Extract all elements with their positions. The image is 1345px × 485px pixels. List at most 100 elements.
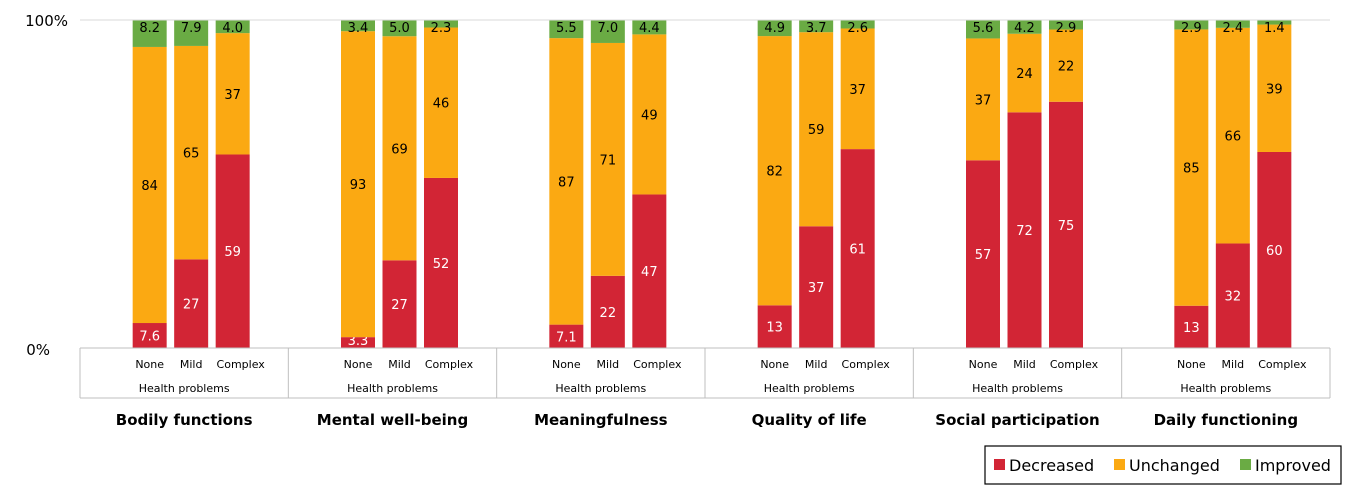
bar-meaningfulness-none-unchanged — [549, 38, 584, 325]
x-axis: None Mild Complex Health problems Bodily fun… — [79, 19, 1331, 429]
category-label-meaningfulness-mild: Mild — [597, 358, 620, 371]
bar-bodily-functions-none-decreased — [132, 323, 167, 348]
category-label-quality-of-life-none: None — [760, 358, 789, 371]
category-label-meaningfulness-none: None — [552, 358, 581, 371]
bar-social-participation-mild-unchanged — [1007, 33, 1042, 113]
bar-mental-well-being-mild-unchanged — [382, 36, 417, 261]
bar-quality-of-life-mild-decreased — [799, 226, 834, 348]
data-label-daily-functioning-none-decreased: 13 — [1183, 321, 1200, 336]
bar-meaningfulness-mild-decreased — [590, 275, 625, 348]
bar-daily-functioning-mild-decreased — [1215, 243, 1250, 348]
legend: Decreased Unchanged Improved — [984, 445, 1342, 485]
bar-social-participation-none-decreased — [966, 160, 1000, 348]
bar-social-participation-mild-decreased — [1007, 112, 1042, 349]
bar-meaningfulness-none-improved — [549, 20, 584, 39]
category-label-quality-of-life-complex: Complex — [842, 358, 891, 371]
legend-swatch-unchanged — [1114, 459, 1125, 470]
bar-bodily-functions-mild-improved — [174, 20, 209, 46]
data-label-social-participation-none-improved: 5.6 — [973, 21, 994, 36]
category-label-bodily-functions-complex: Complex — [217, 358, 266, 371]
data-label-mental-well-being-none-improved: 3.4 — [348, 21, 369, 36]
bar-quality-of-life-none-unchanged — [757, 36, 792, 306]
data-label-daily-functioning-none-unchanged: 85 — [1183, 162, 1200, 177]
group-title-mental-well-being: Mental well-being — [317, 411, 468, 429]
bar-mental-well-being-mild-improved — [382, 20, 417, 37]
category-label-quality-of-life-mild: Mild — [805, 358, 828, 371]
data-label-meaningfulness-none-unchanged: 87 — [558, 175, 575, 190]
data-label-quality-of-life-mild-improved: 3.7 — [806, 21, 827, 36]
data-label-meaningfulness-complex-improved: 4.4 — [639, 21, 660, 36]
group-title-social-participation: Social participation — [935, 411, 1099, 429]
data-label-mental-well-being-complex-unchanged: 46 — [433, 97, 450, 112]
bar-mental-well-being-complex-decreased — [424, 177, 458, 348]
bar-daily-functioning-none-unchanged — [1174, 29, 1209, 306]
group-title-quality-of-life: Quality of life — [752, 411, 867, 429]
bar-bodily-functions-none-unchanged — [132, 46, 167, 324]
category-label-meaningfulness-complex: Complex — [633, 358, 682, 371]
subgroup-label-quality-of-life: Health problems — [764, 382, 855, 395]
legend-label-improved: Improved — [1255, 456, 1331, 475]
data-label-meaningfulness-complex-unchanged: 49 — [641, 108, 658, 123]
bar-meaningfulness-complex-decreased — [632, 194, 667, 348]
data-label-mental-well-being-mild-unchanged: 69 — [391, 142, 408, 157]
bar-social-participation-none-unchanged — [966, 38, 1000, 161]
data-label-social-participation-none-unchanged: 37 — [975, 93, 992, 108]
legend-frame — [984, 445, 1342, 485]
data-label-daily-functioning-mild-decreased: 32 — [1225, 290, 1242, 305]
bar-meaningfulness-complex-improved — [632, 20, 667, 35]
bar-bodily-functions-mild-unchanged — [174, 45, 209, 260]
bar-social-participation-complex-unchanged — [1049, 29, 1083, 102]
group-title-meaningfulness: Meaningfulness — [534, 411, 668, 429]
data-label-bodily-functions-complex-unchanged: 37 — [224, 88, 241, 103]
subgroup-label-bodily-functions: Health problems — [139, 382, 230, 395]
data-label-meaningfulness-mild-improved: 7.0 — [597, 21, 618, 36]
data-label-bodily-functions-none-decreased: 7.6 — [139, 330, 160, 345]
bar-meaningfulness-none-decreased — [549, 324, 584, 348]
category-label-mental-well-being-mild: Mild — [388, 358, 411, 371]
data-label-quality-of-life-complex-unchanged: 37 — [849, 83, 866, 98]
bar-bodily-functions-complex-unchanged — [215, 33, 250, 155]
legend-label-decreased: Decreased — [1009, 456, 1094, 475]
subgroup-label-daily-functioning: Health problems — [1180, 382, 1271, 395]
bar-daily-functioning-none-improved — [1174, 20, 1209, 30]
subgroup-label-meaningfulness: Health problems — [555, 382, 646, 395]
legend-swatch-improved — [1240, 459, 1251, 470]
data-label-daily-functioning-complex-improved: 1.4 — [1264, 21, 1285, 36]
legend-label-unchanged: Unchanged — [1129, 456, 1220, 475]
bar-bodily-functions-complex-decreased — [215, 154, 250, 348]
bar-mental-well-being-complex-improved — [424, 20, 458, 28]
data-label-social-participation-mild-unchanged: 24 — [1016, 67, 1033, 82]
data-label-bodily-functions-none-unchanged: 84 — [141, 179, 158, 194]
data-label-mental-well-being-complex-decreased: 52 — [433, 257, 450, 272]
data-label-meaningfulness-mild-decreased: 22 — [600, 306, 617, 321]
bars-layer: 7.6 84 8.2 27 65 7.9 59 37 4.0 3.3 93 3.4 27 69 5.0 52 4… — [132, 20, 1292, 349]
bar-quality-of-life-complex-improved — [840, 20, 875, 29]
data-label-daily-functioning-complex-unchanged: 39 — [1266, 82, 1283, 97]
bar-mental-well-being-mild-decreased — [382, 260, 417, 348]
category-label-social-participation-mild: Mild — [1013, 358, 1036, 371]
data-label-meaningfulness-complex-decreased: 47 — [641, 265, 658, 280]
data-label-social-participation-mild-decreased: 72 — [1016, 224, 1033, 239]
data-label-bodily-functions-complex-decreased: 59 — [224, 245, 241, 260]
bar-bodily-functions-complex-improved — [215, 20, 250, 34]
data-label-mental-well-being-none-unchanged: 93 — [350, 178, 367, 193]
data-label-social-participation-none-decreased: 57 — [975, 248, 992, 263]
bar-social-participation-complex-decreased — [1049, 101, 1083, 348]
bar-meaningfulness-complex-unchanged — [632, 34, 667, 195]
data-label-mental-well-being-complex-improved: 2.3 — [431, 21, 452, 36]
bar-quality-of-life-mild-improved — [799, 20, 834, 33]
data-label-quality-of-life-none-unchanged: 82 — [766, 165, 783, 180]
data-label-daily-functioning-none-improved: 2.9 — [1181, 21, 1202, 36]
bar-meaningfulness-mild-unchanged — [590, 42, 625, 276]
data-label-meaningfulness-none-decreased: 7.1 — [556, 330, 577, 345]
group-title-daily-functioning: Daily functioning — [1154, 411, 1299, 429]
bar-meaningfulness-mild-improved — [590, 20, 625, 43]
bar-daily-functioning-none-decreased — [1174, 305, 1209, 348]
bar-mental-well-being-none-improved — [341, 20, 375, 32]
data-label-bodily-functions-mild-improved: 7.9 — [181, 21, 202, 36]
bar-daily-functioning-mild-unchanged — [1215, 27, 1250, 244]
bar-quality-of-life-none-improved — [757, 20, 792, 37]
data-label-quality-of-life-mild-unchanged: 59 — [808, 123, 825, 138]
bar-social-participation-mild-improved — [1007, 20, 1042, 34]
